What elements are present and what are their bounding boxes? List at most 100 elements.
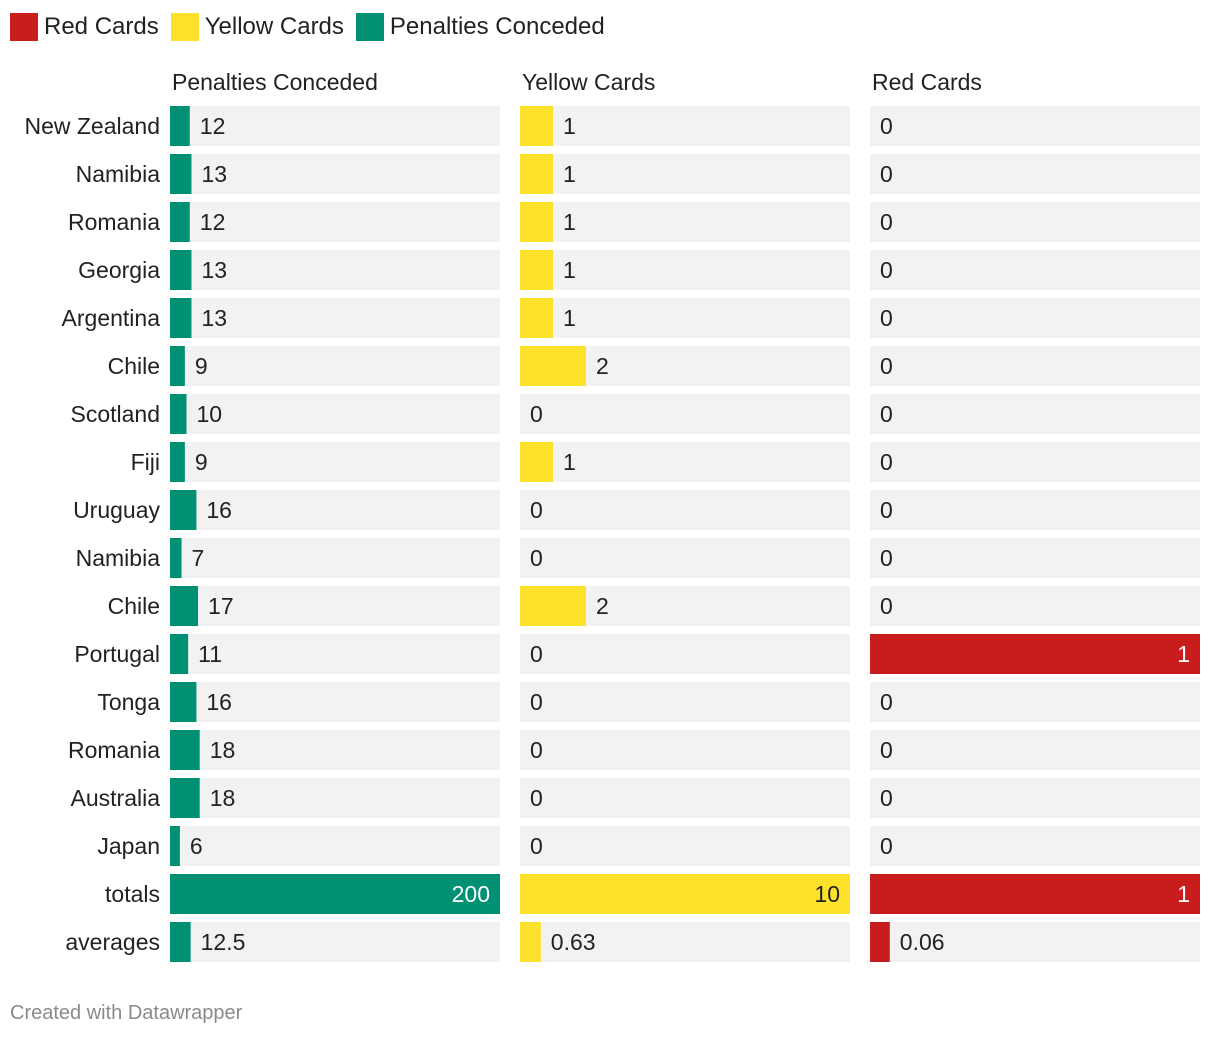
bar-track (520, 202, 850, 242)
bar-penalties-conceded (170, 394, 187, 434)
value-label-yellow-cards: 0 (530, 641, 543, 667)
bar-track (870, 682, 1200, 722)
bar-track (170, 442, 500, 482)
value-label-yellow-cards: 1 (563, 113, 576, 139)
bar-track (870, 298, 1200, 338)
bar-chart: Penalties Conceded Yellow Cards Red Cards N… (24, 69, 1200, 962)
value-label-penalties-conceded: 12.5 (201, 929, 246, 955)
bar-penalties-conceded (170, 826, 180, 866)
value-label-penalties-conceded: 12 (200, 209, 226, 235)
bar-penalties-conceded (170, 346, 185, 386)
legend-label-red-cards: Red Cards (44, 13, 159, 40)
legend-item-yellow-cards: Yellow Cards (170, 13, 344, 41)
bar-penalties-conceded (170, 250, 192, 290)
value-label-penalties-conceded: 9 (195, 449, 208, 475)
value-label-penalties-conceded: 7 (192, 545, 205, 571)
value-label-penalties-conceded: 9 (195, 353, 208, 379)
bar-track (520, 682, 850, 722)
row-label-scotland: Scotland (70, 401, 160, 427)
value-label-penalties-conceded: 17 (208, 593, 234, 619)
bar-track (170, 202, 500, 242)
bar-track (870, 346, 1200, 386)
bar-track (520, 298, 850, 338)
bar-track (870, 106, 1200, 146)
bar-track (870, 778, 1200, 818)
legend-item-penalties-conceded: Penalties Conceded (355, 13, 605, 41)
bar-track (170, 298, 500, 338)
bar-track (520, 922, 850, 962)
bar-track (170, 826, 500, 866)
value-label-yellow-cards: 0.63 (551, 929, 596, 955)
value-label-red-cards: 0 (880, 161, 893, 187)
bar-track (520, 538, 850, 578)
value-label-red-cards: 1 (1177, 881, 1190, 907)
value-label-yellow-cards: 1 (563, 305, 576, 331)
bar-track (870, 442, 1200, 482)
bar-penalties-conceded (170, 154, 192, 194)
bar-penalties-conceded (170, 682, 197, 722)
bar-yellow-cards (520, 442, 553, 482)
legend-swatch-red (10, 13, 38, 41)
bar-yellow-cards (520, 202, 553, 242)
bar-penalties-conceded (170, 538, 182, 578)
value-label-yellow-cards: 0 (530, 737, 543, 763)
bar-red-cards (870, 634, 1200, 674)
bar-red-cards (870, 874, 1200, 914)
value-label-yellow-cards: 1 (563, 449, 576, 475)
value-label-penalties-conceded: 16 (206, 497, 232, 523)
value-label-yellow-cards: 1 (563, 161, 576, 187)
value-label-yellow-cards: 2 (596, 353, 609, 379)
row-label-australia: Australia (71, 785, 161, 811)
row-label-chile: Chile (108, 593, 160, 619)
value-label-yellow-cards: 0 (530, 497, 543, 523)
value-label-yellow-cards: 0 (530, 401, 543, 427)
bar-penalties-conceded (170, 490, 197, 530)
value-label-yellow-cards: 1 (563, 209, 576, 235)
bar-track (520, 778, 850, 818)
bar-track (870, 922, 1200, 962)
value-label-penalties-conceded: 13 (201, 161, 227, 187)
bar-penalties-conceded (170, 730, 200, 770)
row-label-averages: averages (65, 929, 160, 955)
value-label-penalties-conceded: 200 (452, 881, 490, 907)
bar-track (520, 394, 850, 434)
bar-track (520, 730, 850, 770)
value-label-penalties-conceded: 12 (200, 113, 226, 139)
value-label-red-cards: 0 (880, 257, 893, 283)
value-label-red-cards: 0 (880, 785, 893, 811)
legend-swatch-penalties (355, 13, 384, 41)
value-label-yellow-cards: 0 (530, 545, 543, 571)
bar-penalties-conceded (170, 922, 191, 962)
row-label-new-zealand: New Zealand (24, 113, 160, 139)
bar-track (870, 250, 1200, 290)
value-label-red-cards: 0 (880, 497, 893, 523)
bar-track (870, 826, 1200, 866)
bar-penalties-conceded (170, 634, 189, 674)
value-label-red-cards: 0 (880, 737, 893, 763)
value-label-penalties-conceded: 13 (201, 257, 227, 283)
bar-track (170, 682, 500, 722)
bar-track (870, 586, 1200, 626)
bar-penalties-conceded (170, 106, 190, 146)
bar-red-cards (870, 922, 890, 962)
bar-track (170, 730, 500, 770)
value-label-penalties-conceded: 18 (210, 785, 236, 811)
row-label-argentina: Argentina (62, 305, 161, 331)
bar-track (870, 490, 1200, 530)
legend-label-yellow-cards: Yellow Cards (204, 13, 344, 40)
bar-penalties-conceded (170, 874, 500, 914)
bar-track (170, 538, 500, 578)
column-header-penalties-conceded: Penalties Conceded (172, 69, 378, 95)
row-label-georgia: Georgia (78, 257, 160, 283)
row-label-chile: Chile (108, 353, 160, 379)
bar-track (170, 250, 500, 290)
bar-track (870, 538, 1200, 578)
bar-track (170, 154, 500, 194)
value-label-yellow-cards: 2 (596, 593, 609, 619)
legend-swatch-yellow (170, 13, 199, 41)
bar-yellow-cards (520, 922, 541, 962)
column-header-yellow-cards: Yellow Cards (522, 69, 655, 95)
value-label-penalties-conceded: 11 (198, 641, 222, 667)
row-label-namibia: Namibia (76, 545, 161, 571)
bar-track (170, 778, 500, 818)
